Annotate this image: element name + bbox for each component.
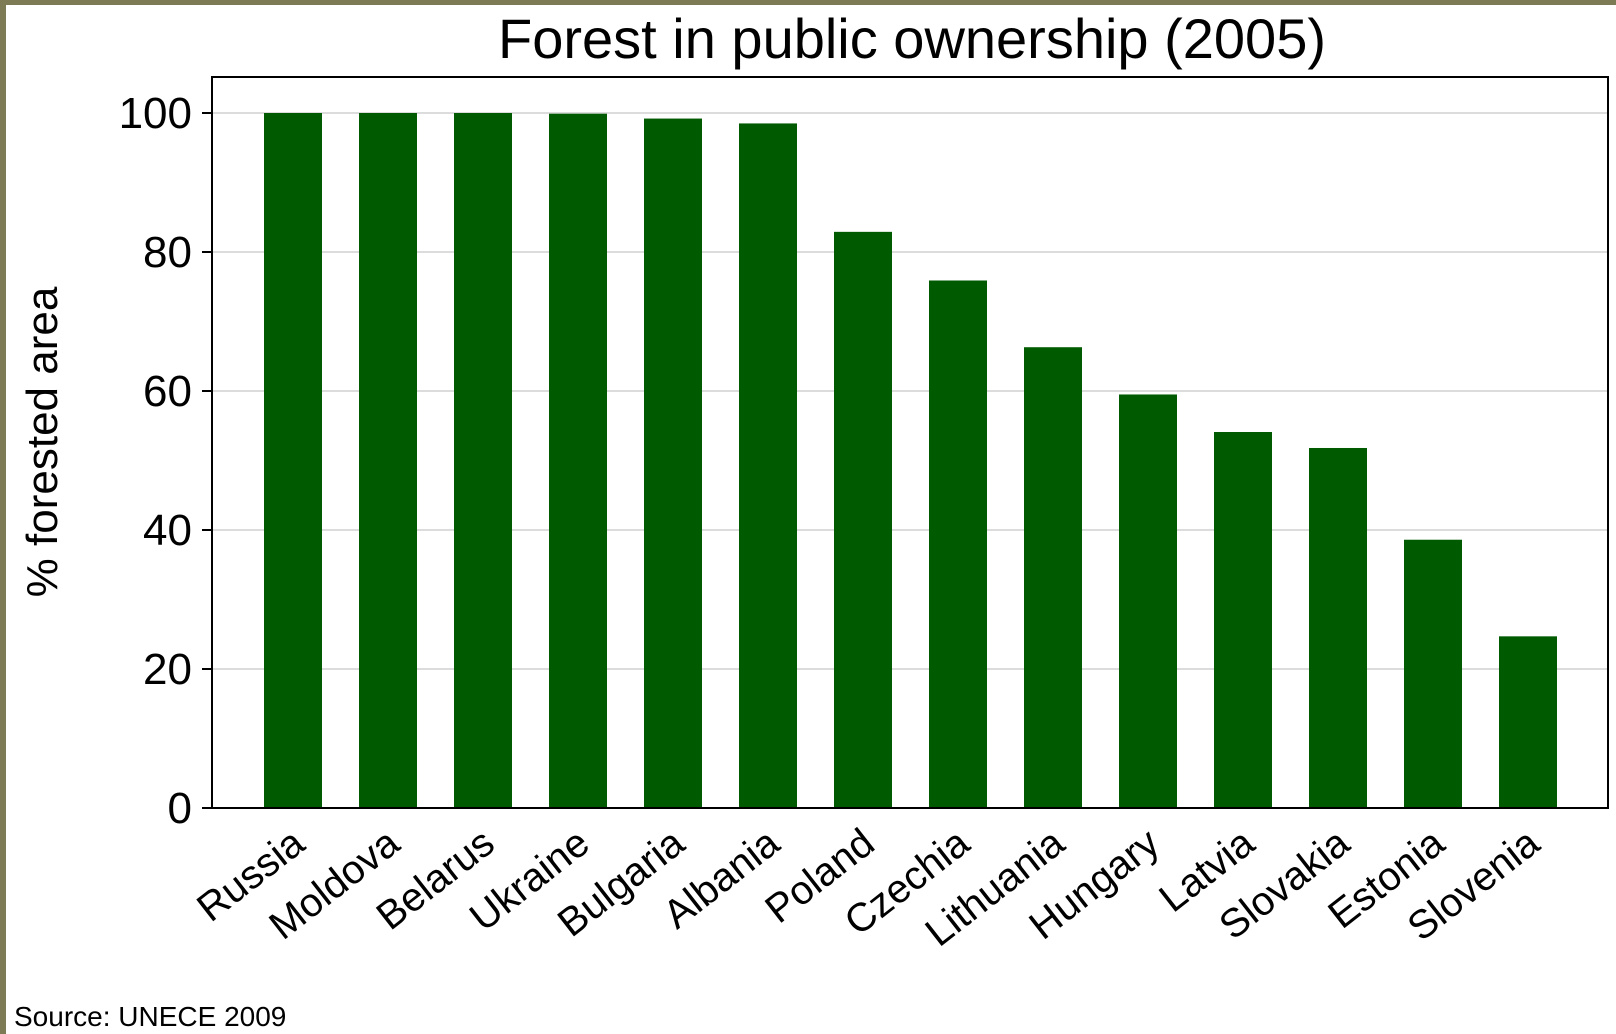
axes — [211, 76, 1609, 809]
bar-ukraine — [549, 113, 607, 808]
y-axis-label: % forested area — [18, 286, 67, 597]
bar-estonia — [1404, 539, 1462, 808]
y-tick-label: 0 — [168, 784, 192, 833]
y-tick-labels: 0 20 40 60 80 100 — [119, 89, 212, 833]
bar-russia — [264, 113, 322, 808]
bar-poland — [834, 231, 892, 809]
bar-albania — [739, 123, 797, 809]
y-tick-label: 80 — [143, 228, 192, 277]
bar-czechia — [929, 280, 987, 808]
bar-hungary — [1119, 394, 1177, 808]
bar-bulgaria — [644, 118, 702, 808]
y-tick-label: 100 — [119, 89, 192, 138]
bar-slovenia — [1499, 636, 1557, 808]
plot-frame — [211, 76, 1609, 809]
bar-lithuania — [1024, 347, 1082, 808]
y-tick-label: 20 — [143, 645, 192, 694]
bar-belarus — [454, 113, 512, 808]
gridlines — [212, 112, 1608, 670]
bar-slovakia — [1309, 447, 1367, 808]
source-note: Source: UNECE 2009 — [14, 1001, 286, 1032]
y-tick-label: 60 — [143, 367, 192, 416]
y-tick-label: 40 — [143, 506, 192, 555]
bar-moldova — [359, 113, 417, 808]
bar-latvia — [1214, 432, 1272, 808]
bars — [264, 113, 1557, 809]
chart-title: Forest in public ownership (2005) — [498, 7, 1326, 70]
category-labels: RussiaMoldovaBelarusUkraineBulgariaAlban… — [189, 820, 1548, 955]
